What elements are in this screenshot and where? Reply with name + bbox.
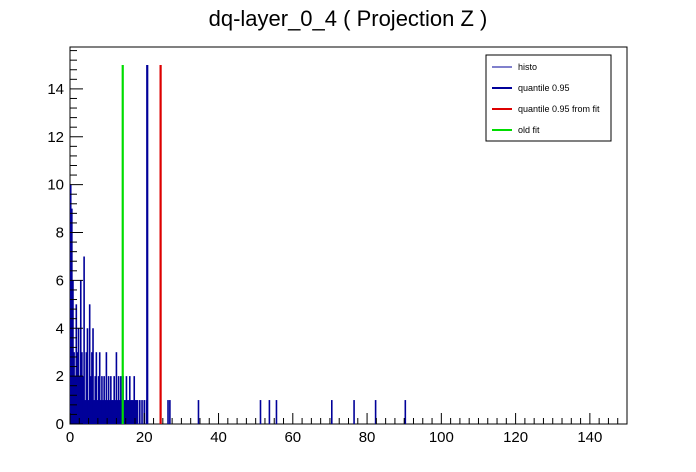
legend-label-old-fit: old fit bbox=[518, 125, 540, 135]
x-tick-label: 120 bbox=[503, 429, 528, 446]
y-tick-label: 10 bbox=[47, 177, 64, 194]
legend-label-quantile-fit: quantile 0.95 from fit bbox=[518, 104, 600, 114]
x-tick-label: 140 bbox=[577, 429, 602, 446]
y-tick-label: 14 bbox=[47, 81, 64, 98]
legend-label-quantile: quantile 0.95 bbox=[518, 83, 570, 93]
x-tick-label: 60 bbox=[284, 429, 301, 446]
y-tick-label: 2 bbox=[56, 368, 64, 385]
y-tick-label: 0 bbox=[56, 416, 64, 433]
legend: histo quantile 0.95 quantile 0.95 from f… bbox=[485, 54, 612, 142]
y-tick-label: 4 bbox=[56, 320, 64, 337]
histogram-bars bbox=[69, 184, 407, 424]
x-tick-label: 40 bbox=[210, 429, 227, 446]
y-tick-label: 8 bbox=[56, 225, 64, 242]
y-tick-label: 6 bbox=[56, 272, 64, 289]
legend-label-histo: histo bbox=[518, 62, 537, 72]
x-tick-label: 80 bbox=[359, 429, 376, 446]
y-tick-label: 12 bbox=[47, 129, 64, 146]
legend-box bbox=[485, 54, 612, 142]
x-tick-label: 100 bbox=[429, 429, 454, 446]
x-tick-label: 0 bbox=[66, 429, 74, 446]
x-tick-label: 20 bbox=[136, 429, 153, 446]
y-axis: 0 2 4 6 8 10 12 14 bbox=[47, 50, 83, 433]
vertical-markers bbox=[121, 64, 162, 424]
chart-title: dq-layer_0_4 ( Projection Z ) bbox=[209, 6, 488, 31]
x-axis: 0 20 40 60 80 100 120 140 bbox=[66, 413, 628, 446]
